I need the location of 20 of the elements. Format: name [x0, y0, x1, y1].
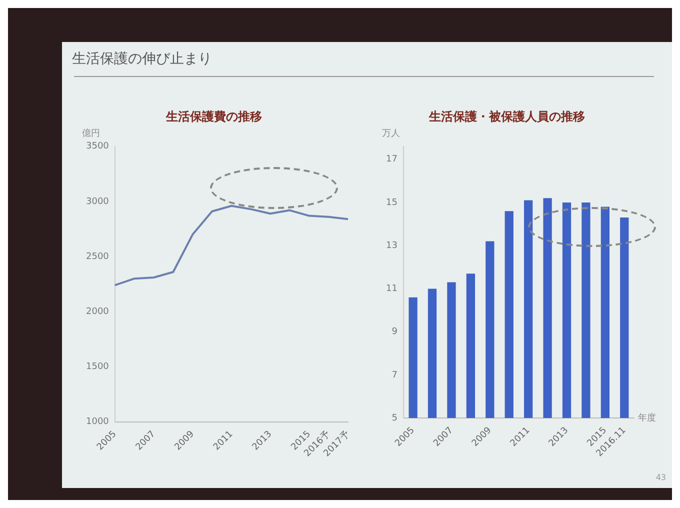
text: 生活保護の伸び止まり [72, 50, 212, 68]
chart-title: 生活保護・被保護人員の推移 [428, 109, 585, 124]
y-tick-label: 2500 [86, 252, 110, 262]
chart-title: 生活保護費の推移 [165, 109, 262, 124]
y-axis-title: 万人 [382, 128, 400, 140]
y-tick-label: 7 [392, 370, 398, 380]
y-tick-label: 2000 [86, 306, 110, 317]
x-axis-title: 年度 [638, 412, 656, 424]
y-tick-label: 1500 [86, 362, 110, 372]
y-tick-label: 15 [386, 198, 398, 208]
y-axis-title: 億円 [82, 128, 100, 140]
y-tick-label: 13 [386, 240, 398, 251]
y-tick-label: 11 [386, 284, 398, 294]
text: 43 [656, 473, 666, 482]
y-tick-label: 9 [392, 327, 398, 338]
y-tick-label: 3000 [86, 196, 110, 207]
y-tick-label: 17 [386, 154, 398, 165]
y-tick-label: 1000 [86, 417, 110, 428]
y-tick-label: 5 [392, 413, 398, 424]
y-tick-label: 3500 [86, 142, 110, 152]
